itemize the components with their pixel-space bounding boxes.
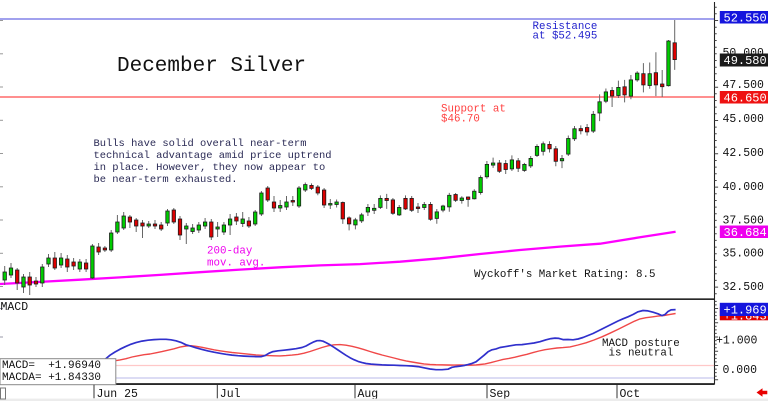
svg-text:MACD= +1.96940: MACD= +1.96940 — [2, 360, 101, 372]
svg-text:45.000: 45.000 — [723, 113, 765, 126]
svg-text:200-day: 200-day — [207, 246, 253, 258]
svg-text:47.500: 47.500 — [723, 79, 765, 92]
svg-text:in place. However, they now ap: in place. However, they now appear to — [94, 162, 326, 174]
svg-text:at $52.495: at $52.495 — [533, 31, 598, 43]
svg-text:36.684: 36.684 — [724, 226, 767, 240]
svg-text:37.500: 37.500 — [723, 215, 765, 228]
svg-text:MACDA= +1.84330: MACDA= +1.84330 — [2, 372, 101, 384]
svg-text:46.650: 46.650 — [724, 91, 767, 105]
svg-text:technical advantage amid price: technical advantage amid price uptrend — [94, 150, 332, 162]
svg-text:be near-term exhausted.: be near-term exhausted. — [94, 174, 238, 186]
svg-text:Jul: Jul — [220, 388, 241, 401]
svg-text:49.580: 49.580 — [724, 54, 767, 68]
svg-text:Resistance: Resistance — [533, 21, 598, 33]
svg-text:52.550: 52.550 — [724, 11, 767, 25]
svg-text:Support at: Support at — [441, 104, 506, 116]
svg-text:40.000: 40.000 — [723, 181, 765, 194]
svg-text:Jun 25: Jun 25 — [97, 388, 139, 401]
svg-text:0.000: 0.000 — [723, 364, 758, 377]
svg-text:December Silver: December Silver — [117, 55, 306, 78]
svg-text:32.500: 32.500 — [723, 281, 765, 294]
svg-text:+1.969: +1.969 — [724, 304, 767, 318]
svg-text:Wyckoff's Market Rating: 8.5: Wyckoff's Market Rating: 8.5 — [474, 269, 655, 281]
svg-text:35.000: 35.000 — [723, 248, 765, 261]
svg-text:+1.000: +1.000 — [716, 335, 758, 348]
svg-text:$46.70: $46.70 — [441, 114, 480, 126]
svg-text:Oct: Oct — [620, 388, 641, 401]
svg-text:Aug: Aug — [358, 388, 379, 401]
svg-text:MACD: MACD — [1, 301, 29, 314]
svg-text:is neutral: is neutral — [609, 348, 674, 360]
svg-text:Bulls have solid overall near-: Bulls have solid overall near-term — [94, 138, 307, 150]
svg-text:42.500: 42.500 — [723, 147, 765, 160]
svg-text:Sep: Sep — [490, 388, 511, 401]
svg-text:MACD posture: MACD posture — [602, 338, 680, 350]
svg-text:mov. avg.: mov. avg. — [207, 258, 265, 270]
